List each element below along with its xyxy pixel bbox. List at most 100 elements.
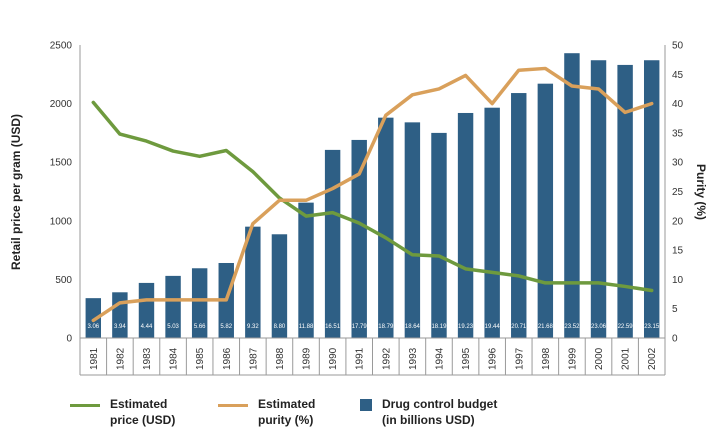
bar-value-label: 19.23: [458, 324, 474, 330]
y-tick-right-label: 40: [672, 99, 684, 110]
y-tick-right-label: 45: [672, 70, 684, 81]
y-tick-right-label: 5: [672, 304, 678, 315]
bar: [643, 60, 660, 339]
bar: [484, 107, 500, 339]
legend-label-purity-line1: Estimated: [258, 397, 316, 411]
legend-swatch-purity: [218, 404, 248, 407]
bar-value-label: 11.88: [299, 324, 314, 330]
legend: Estimated price (USD) Estimated purity (…: [0, 388, 709, 438]
legend-label-budget-line2: (in billions USD): [382, 413, 475, 427]
bar-value-label: 21.68: [538, 324, 554, 330]
y-tick-right-label: 35: [672, 128, 684, 139]
legend-item-purity: Estimated purity (%): [218, 396, 315, 428]
x-tick-label: 1983: [142, 347, 153, 370]
legend-label-price: Estimated price (USD): [110, 396, 175, 428]
bar-value-label: 19.44: [485, 324, 501, 330]
legend-swatch-price: [70, 404, 100, 407]
bar-value-label: 20.71: [511, 324, 527, 330]
x-tick-label: 1989: [302, 347, 313, 370]
legend-label-price-line2: price (USD): [110, 413, 176, 427]
bar: [457, 112, 474, 338]
x-tick-label: 2000: [594, 347, 605, 370]
x-tick-label: 1993: [408, 347, 419, 370]
bar: [617, 64, 633, 338]
x-tick-label: 1990: [328, 347, 339, 370]
y-tick-left-label: 2000: [50, 99, 73, 110]
x-tick-label: 1981: [89, 347, 100, 370]
bar-value-label: 23.52: [564, 324, 580, 330]
price-line: [91, 100, 654, 293]
x-tick-label: 1991: [355, 347, 366, 370]
y-tick-left-label: 2500: [50, 41, 73, 52]
bar: [85, 298, 102, 338]
legend-swatch-budget: [360, 399, 372, 411]
bar: [564, 53, 580, 338]
bar: [271, 234, 288, 338]
y-tick-right-label: 20: [672, 216, 684, 227]
x-tick-label: 1985: [195, 347, 206, 370]
bar: [511, 93, 527, 338]
y-tick-right-label: 0: [672, 334, 678, 345]
bar-value-label: 5.03: [167, 324, 179, 330]
y-tick-right-label: 10: [672, 275, 684, 286]
x-tick-label: 1992: [381, 347, 392, 370]
x-tick-label: 1996: [488, 347, 499, 370]
legend-label-price-line1: Estimated: [110, 397, 168, 411]
bar-value-label: 18.19: [431, 324, 447, 330]
y-tick-left-label: 0: [66, 334, 72, 345]
bar-value-label: 3.94: [114, 324, 126, 330]
bar-value-label: 23.15: [644, 324, 660, 330]
y-tick-left-label: 1000: [50, 216, 73, 227]
y-axis-left-title: Retail price per gram (USD): [9, 114, 23, 270]
bar-value-label: 18.64: [405, 324, 421, 330]
bar-value-label: 3.06: [87, 324, 99, 330]
x-tick-label: 1988: [275, 347, 286, 370]
x-tick-label: 1994: [434, 347, 445, 370]
legend-label-budget-line1: Drug control budget: [382, 397, 498, 411]
bar: [298, 202, 314, 338]
x-tick-label: 2001: [621, 347, 632, 370]
x-tick-label: 2002: [647, 347, 658, 370]
legend-label-purity: Estimated purity (%): [258, 396, 315, 428]
bar: [245, 226, 261, 338]
bar: [191, 268, 208, 338]
bar-value-label: 23.06: [591, 324, 607, 330]
y-tick-left-label: 1500: [50, 158, 73, 169]
y-tick-right-label: 30: [672, 158, 684, 169]
bar: [431, 132, 447, 338]
bar: [138, 282, 155, 338]
y-tick-right-label: 15: [672, 246, 684, 257]
bar-value-label: 22.59: [618, 324, 634, 330]
bar-value-label: 17.79: [352, 324, 368, 330]
legend-label-budget: Drug control budget (in billions USD): [382, 396, 497, 428]
bar-value-label: 5.66: [194, 324, 206, 330]
y-tick-left-label: 500: [55, 275, 72, 286]
bar-value-label: 9.32: [247, 324, 259, 330]
bar: [165, 275, 181, 338]
bar-value-label: 5.82: [220, 324, 232, 330]
legend-label-purity-line2: purity (%): [258, 413, 314, 427]
x-tick-label: 1982: [115, 347, 126, 370]
x-tick-label: 1987: [248, 347, 259, 370]
x-tick-label: 1998: [541, 347, 552, 370]
bar: [537, 83, 554, 339]
bar-value-label: 16.51: [325, 324, 341, 330]
bar: [351, 139, 367, 338]
bar-value-label: 4.44: [141, 324, 153, 330]
bar: [324, 149, 341, 338]
x-tick-label: 1997: [514, 347, 525, 370]
legend-item-budget: Drug control budget (in billions USD): [360, 396, 497, 428]
bar-value-label: 8.80: [274, 324, 286, 330]
x-tick-label: 1986: [222, 347, 233, 370]
axes-layer: 0 500 1000 1500 2000 2500 0 5 10 15 20 25 30 35 40 45 50…: [50, 41, 684, 376]
x-tick-label: 1984: [169, 347, 180, 370]
x-tick-label: 1995: [461, 347, 472, 370]
bar: [590, 60, 607, 339]
bar-value-label: 18.79: [378, 324, 394, 330]
lines-layer: [91, 66, 654, 323]
y-tick-right-label: 25: [672, 187, 684, 198]
bar: [378, 117, 394, 338]
y-axis-right-title: Purity (%): [694, 164, 708, 220]
legend-item-price: Estimated price (USD): [70, 396, 175, 428]
